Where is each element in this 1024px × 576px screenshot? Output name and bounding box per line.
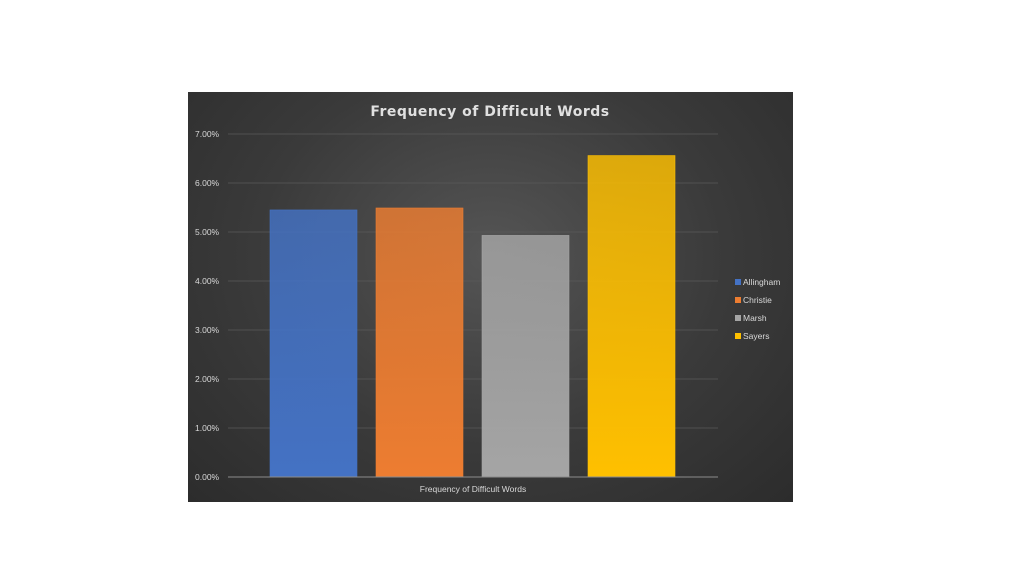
legend-swatch-christie	[735, 297, 741, 303]
bars	[269, 155, 676, 478]
y-tick-label: 4.00%	[195, 276, 220, 286]
chart-panel: Frequency of Difficult Words 0.00% 1.00% 2…	[188, 92, 793, 502]
legend-label-christie: Christie	[743, 295, 772, 305]
legend-swatch-sayers	[735, 333, 741, 339]
legend-swatch-marsh	[735, 315, 741, 321]
legend: Allingham Christie Marsh Sayers	[735, 277, 780, 341]
chart-title: Frequency of Difficult Words	[370, 104, 609, 120]
legend-label-allingham: Allingham	[743, 277, 780, 287]
y-tick-label: 1.00%	[195, 423, 220, 433]
bar-sayers	[587, 155, 676, 478]
legend-label-marsh: Marsh	[743, 313, 767, 323]
y-axis-ticks: 0.00% 1.00% 2.00% 3.00% 4.00% 5.00% 6.00% 7.00%	[195, 129, 220, 482]
y-tick-label: 0.00%	[195, 472, 220, 482]
y-tick-label: 2.00%	[195, 374, 220, 384]
legend-swatch-allingham	[735, 279, 741, 285]
y-tick-label: 3.00%	[195, 325, 220, 335]
y-tick-label: 5.00%	[195, 227, 220, 237]
bar-christie	[375, 207, 464, 478]
bar-marsh	[481, 235, 570, 478]
x-axis-label: Frequency of Difficult Words	[420, 484, 526, 494]
bar-allingham	[269, 209, 358, 478]
y-tick-label: 6.00%	[195, 178, 220, 188]
y-tick-label: 7.00%	[195, 129, 220, 139]
legend-label-sayers: Sayers	[743, 331, 769, 341]
bar-chart: Frequency of Difficult Words 0.00% 1.00% 2…	[195, 104, 780, 494]
